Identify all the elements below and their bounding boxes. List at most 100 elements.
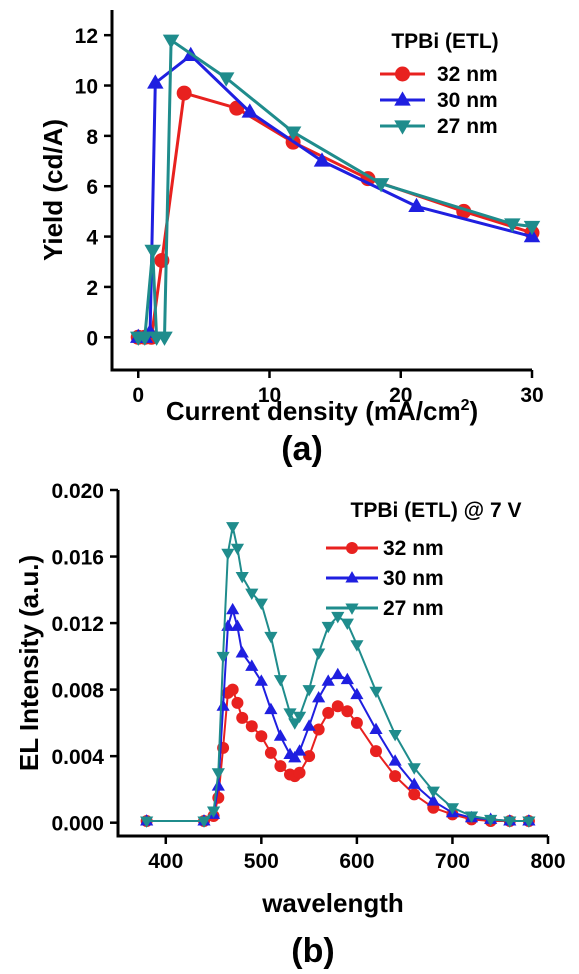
data-point [254, 674, 268, 686]
x-tick-label: 700 [435, 850, 470, 873]
legend-label: 27 nm [437, 115, 498, 138]
data-point [230, 619, 245, 631]
data-point [221, 548, 235, 561]
legend-marker [346, 542, 358, 554]
data-point [245, 659, 259, 671]
data-point [274, 760, 287, 773]
data-point [369, 722, 383, 735]
data-point [408, 788, 421, 801]
x-tick-label: 30 [520, 384, 543, 407]
data-point [264, 746, 277, 759]
data-point [293, 766, 306, 779]
data-point [389, 770, 402, 783]
y-tick-label: 6 [86, 176, 98, 199]
legend-label: 27 nm [383, 597, 444, 620]
legend-marker [345, 603, 359, 615]
legend-label: 30 nm [437, 89, 498, 112]
data-point [350, 687, 364, 700]
data-point [350, 716, 363, 729]
data-point [197, 816, 211, 828]
y-tick-label: 0.012 [51, 613, 104, 636]
legend-marker [395, 66, 410, 82]
data-point [245, 720, 258, 733]
data-point [216, 651, 230, 664]
data-point [370, 745, 382, 758]
x-tick-label: 400 [148, 850, 183, 873]
panel-a-chart: 0 10 20 30 0 2 4 6 8 10 12 Current density (mA/cm2)… [38, 10, 544, 468]
legend-marker [394, 120, 411, 135]
data-point [331, 667, 345, 680]
data-point [264, 702, 278, 715]
legend-marker [345, 571, 359, 583]
x-tick-label: 500 [244, 850, 279, 873]
data-point [464, 811, 479, 823]
x-tick-label: 10 [258, 384, 281, 407]
data-point [273, 729, 288, 741]
data-point [426, 786, 440, 798]
y-tick-label: 0 [86, 327, 98, 350]
data-point [313, 152, 331, 167]
legend: TPBi (ETL) @ 7 V 32 nm 30 nm 27 nm [326, 499, 521, 620]
data-point [162, 34, 180, 49]
y-tick-label: 0.020 [51, 480, 104, 503]
x-tick-label: 0 [132, 384, 144, 407]
data-point [292, 744, 307, 756]
data-point [284, 126, 302, 141]
data-point [288, 718, 302, 730]
data-point [407, 777, 421, 789]
data-point [245, 588, 259, 601]
data-point [331, 700, 344, 713]
data-point [340, 618, 354, 630]
y-tick-label: 0.000 [51, 813, 104, 836]
series-32-nm [140, 683, 535, 828]
y-tick-label: 2 [86, 277, 98, 300]
x-tick-label: 20 [389, 384, 412, 407]
data-point [340, 672, 354, 685]
data-point [264, 631, 278, 644]
series-line [146, 608, 529, 822]
y-tick-label: 8 [86, 126, 98, 149]
data-point [241, 103, 259, 118]
data-point [217, 72, 235, 87]
panel-label: (b) [291, 932, 334, 970]
data-point [235, 646, 249, 658]
data-point [144, 244, 161, 260]
data-point [216, 699, 230, 711]
data-point [408, 197, 425, 212]
data-point [302, 685, 316, 697]
data-point [176, 85, 192, 101]
data-point [288, 750, 302, 763]
data-point [292, 711, 307, 724]
data-point [503, 816, 517, 828]
data-point [136, 331, 154, 346]
data-point [321, 674, 335, 686]
x-tick-label: 800 [530, 850, 565, 873]
data-point [388, 730, 402, 742]
data-point [388, 754, 402, 766]
data-point [226, 683, 239, 696]
x-axis-title: Current density (mA/cm2) [166, 396, 478, 426]
data-point [230, 543, 245, 556]
data-point [341, 705, 354, 718]
data-point [140, 816, 154, 828]
data-point [156, 331, 173, 346]
legend-label: 32 nm [383, 537, 444, 560]
axes-frame [116, 490, 548, 838]
data-point [484, 814, 498, 827]
y-axis-title: Yield (cd/A) [38, 119, 68, 261]
data-point [226, 602, 240, 615]
data-point [312, 691, 326, 703]
data-point [206, 806, 221, 818]
legend-label: 32 nm [437, 63, 498, 86]
data-point [312, 648, 326, 660]
legend-label: 30 nm [383, 567, 444, 590]
data-point [147, 74, 164, 89]
data-point [255, 730, 268, 743]
y-tick-label: 10 [75, 76, 98, 99]
series-30-nm [140, 602, 536, 826]
y-tick-label: 12 [75, 25, 98, 48]
legend-title: TPBi (ETL) [391, 30, 498, 53]
data-point [331, 611, 345, 624]
legend: TPBi (ETL) 32 nm 30 nm 27 nm [380, 30, 499, 138]
